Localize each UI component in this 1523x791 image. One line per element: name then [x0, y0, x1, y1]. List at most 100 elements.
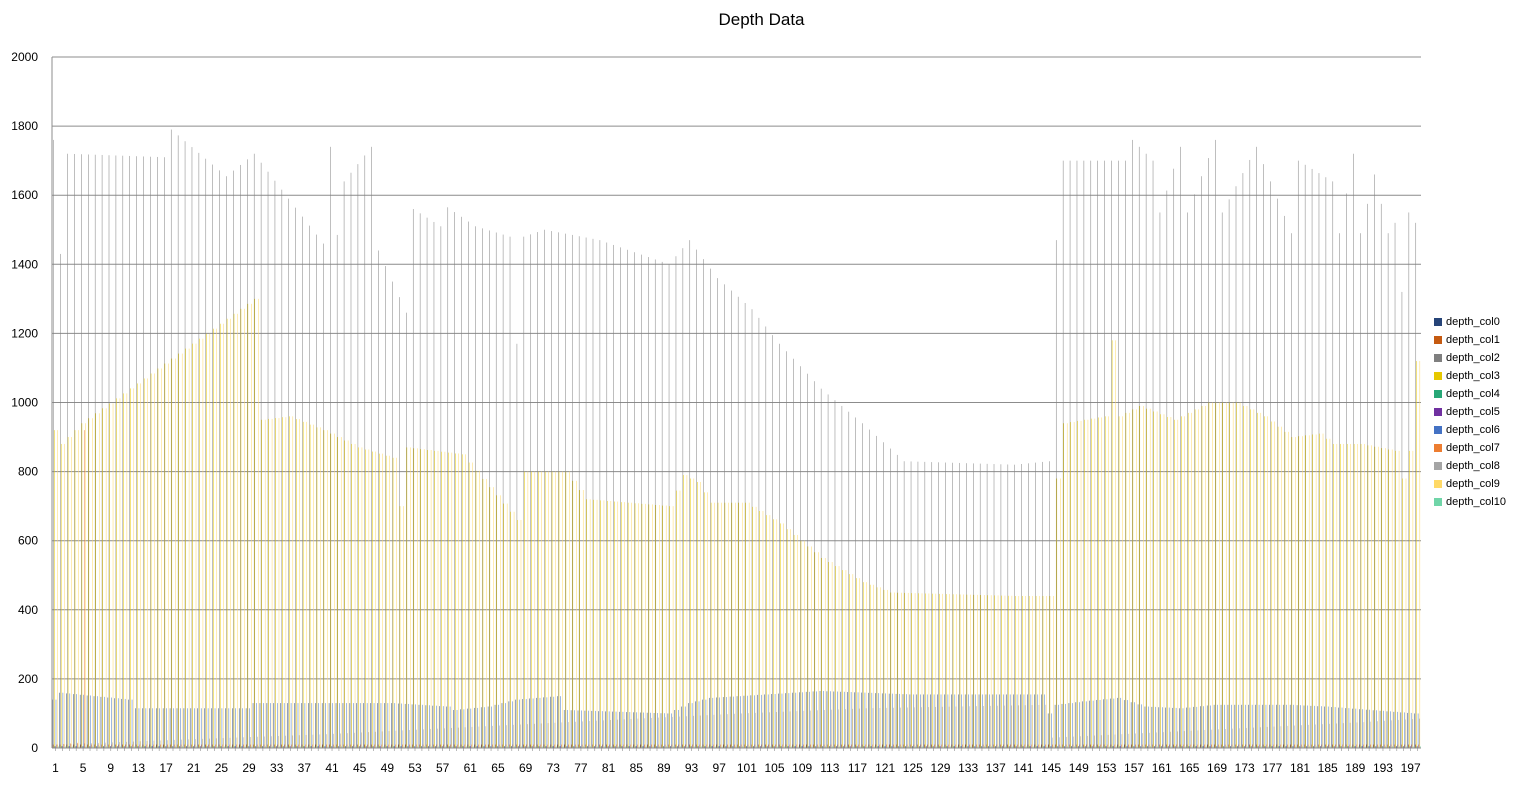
bar-depth_col1: [1131, 744, 1132, 748]
bar-depth_col2: [869, 429, 870, 748]
bar-depth_col8: [381, 731, 383, 748]
bar-depth_col7: [540, 744, 541, 748]
bar-depth_col0: [1144, 706, 1146, 748]
y-tick-label: 1000: [11, 396, 38, 410]
bar-depth_col7: [402, 744, 403, 748]
bar-depth_col3: [88, 418, 90, 748]
bar-depth_col9: [347, 440, 349, 748]
bar-depth_col5: [1189, 746, 1190, 748]
bar-depth_col4: [1368, 746, 1369, 748]
bar-depth_col5: [850, 746, 851, 748]
bar-depth_col3: [558, 471, 560, 748]
bar-depth_col3: [102, 408, 103, 748]
bar-depth_col0: [1324, 706, 1325, 748]
bar-depth_col4: [925, 746, 927, 748]
bar-depth_col8: [464, 727, 466, 748]
bar-depth_col0: [79, 694, 81, 748]
bar-depth_col5: [241, 746, 243, 748]
bar-depth_col5: [1272, 746, 1273, 748]
bar-depth_col0: [474, 707, 475, 748]
bar-depth_col1: [163, 744, 164, 748]
bar-depth_col5: [345, 746, 347, 748]
bar-depth_col7: [1197, 744, 1198, 748]
bar-depth_col9: [686, 475, 688, 748]
bar-depth_col0: [363, 703, 364, 748]
legend-label: depth_col8: [1446, 460, 1500, 472]
bar-depth_col2: [274, 180, 276, 748]
bar-depth_col6: [1016, 694, 1018, 748]
bar-depth_col7: [229, 744, 230, 748]
legend-swatch: [1434, 336, 1442, 344]
bar-depth_col9: [1163, 414, 1165, 748]
bar-depth_col0: [1338, 707, 1339, 748]
bar-depth_col3: [413, 448, 415, 748]
bar-depth_col3: [1104, 416, 1106, 748]
bar-depth_col8: [188, 739, 189, 748]
bar-depth_col0: [287, 703, 288, 748]
bar-depth_col9: [1385, 448, 1386, 748]
bar-depth_col1: [405, 744, 406, 748]
bar-depth_col2: [288, 198, 290, 748]
bar-depth_col6: [429, 705, 430, 748]
bar-depth_col1: [170, 744, 171, 748]
bar-depth_col3: [849, 574, 850, 748]
bar-depth_col6: [1072, 703, 1073, 748]
bar-depth_col10: [383, 746, 384, 748]
bar-depth_col0: [868, 692, 869, 748]
bar-depth_col7: [243, 744, 244, 748]
bar-depth_col4: [898, 746, 899, 748]
bar-depth_col5: [954, 746, 955, 748]
bar-depth_col5: [89, 746, 91, 748]
bar-depth_col9: [1343, 443, 1345, 748]
bar-depth_col8: [305, 734, 307, 748]
bar-depth_col6: [124, 698, 126, 748]
bar-depth_col5: [1119, 746, 1121, 748]
bar-depth_col8: [1253, 727, 1254, 748]
bar-depth_col3: [1008, 595, 1009, 748]
bar-depth_col3: [620, 502, 622, 748]
x-tick-label: 145: [1041, 761, 1061, 775]
bar-depth_col5: [781, 746, 782, 748]
bar-depth_col7: [630, 744, 631, 748]
bar-depth_col10: [465, 746, 467, 748]
bar-depth_col10: [687, 746, 688, 748]
bar-depth_col10: [1088, 746, 1089, 748]
bar-depth_col2: [800, 366, 801, 748]
bar-depth_col3: [296, 419, 297, 748]
bar-depth_col0: [273, 703, 275, 748]
bar-depth_col6: [1279, 704, 1281, 748]
bar-depth_col1: [979, 744, 980, 748]
bar-depth_col6: [989, 694, 990, 748]
bar-depth_col5: [124, 746, 125, 748]
bar-depth_col4: [282, 746, 284, 748]
bar-depth_col4: [593, 746, 595, 748]
bar-depth_col8: [1349, 722, 1351, 748]
bar-depth_col8: [409, 730, 411, 748]
bar-depth_col3: [1229, 402, 1230, 748]
bar-depth_col8: [1170, 731, 1171, 748]
bar-depth_col6: [1286, 704, 1287, 748]
bar-depth_col7: [153, 744, 154, 748]
bar-depth_col8: [291, 735, 293, 748]
bar-depth_col5: [912, 746, 914, 748]
bar-depth_col2: [1415, 222, 1417, 749]
bar-depth_col1: [1221, 744, 1222, 748]
bar-depth_col6: [830, 691, 831, 748]
bar-depth_col4: [863, 746, 865, 748]
bar-depth_col3: [959, 594, 961, 748]
bar-depth_col10: [853, 746, 854, 748]
bar-depth_col0: [895, 693, 897, 748]
bar-depth_col2: [1284, 215, 1285, 748]
bar-depth_col1: [868, 744, 870, 748]
bar-depth_col9: [1308, 435, 1310, 748]
y-tick-label: 0: [31, 741, 38, 755]
legend-label: depth_col6: [1446, 424, 1500, 436]
bar-depth_col7: [1010, 744, 1011, 748]
bar-depth_col10: [977, 746, 979, 748]
x-tick-label: 153: [1096, 761, 1116, 775]
bar-depth_col0: [480, 707, 482, 748]
bar-depth_col7: [395, 744, 396, 748]
bar-depth_col10: [230, 746, 232, 748]
bar-depth_col7: [443, 744, 445, 748]
bar-depth_col2: [820, 388, 822, 748]
